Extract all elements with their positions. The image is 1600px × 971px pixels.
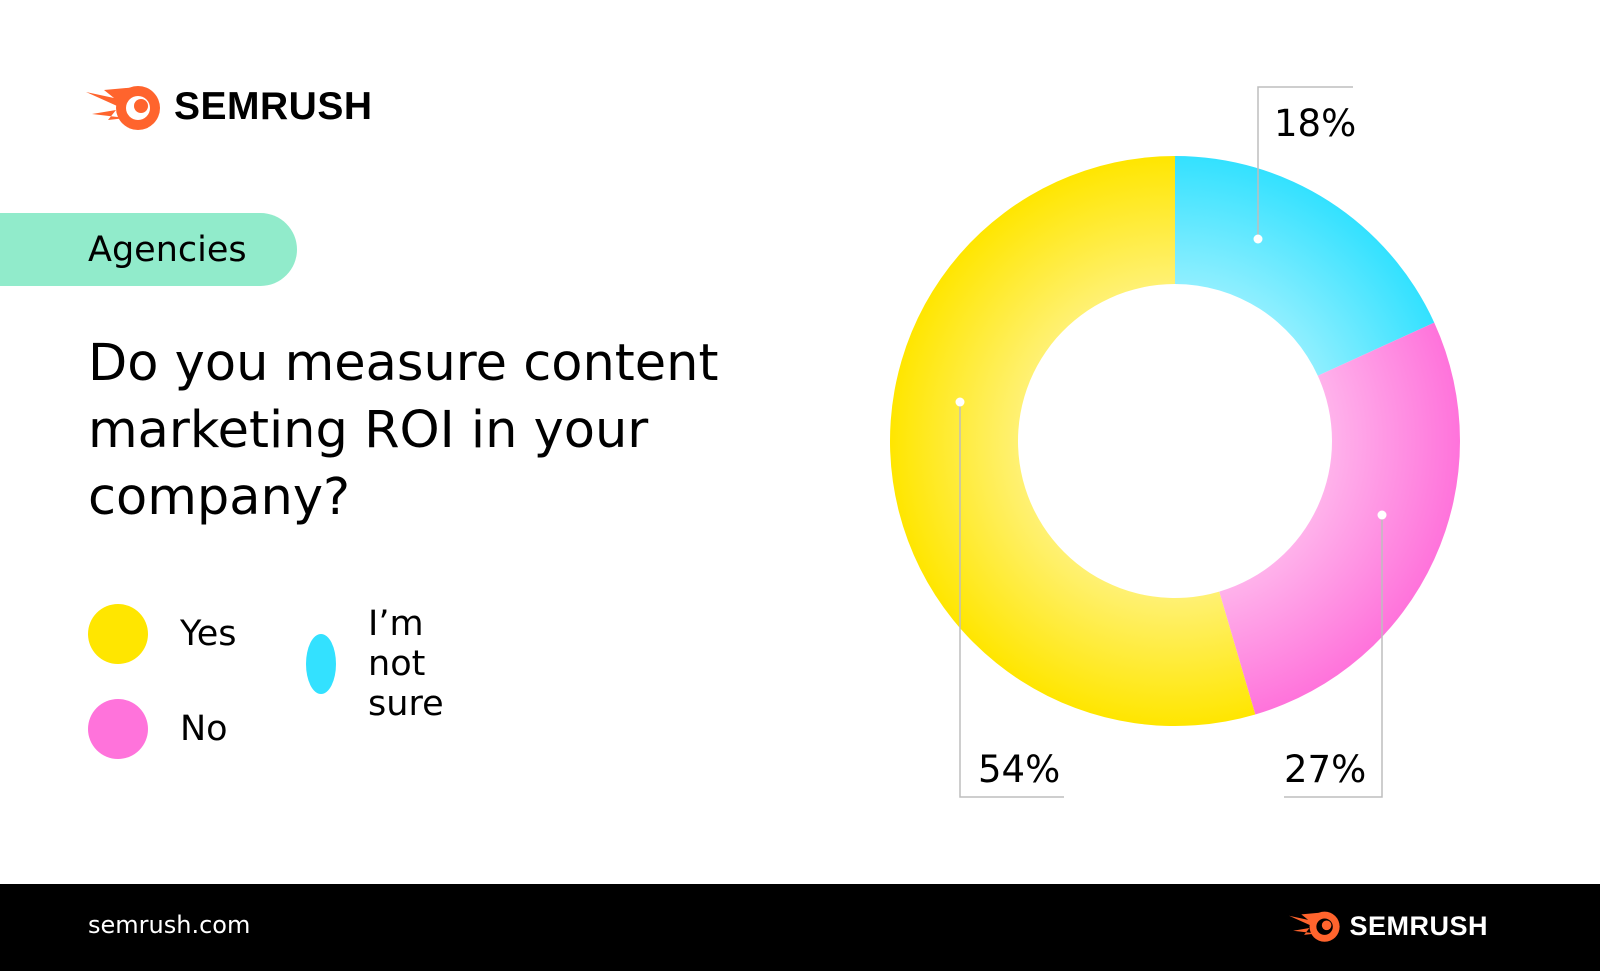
semrush-wordmark: SEMRUSH: [174, 85, 373, 128]
callout-dot-2: [955, 397, 965, 407]
legend-item-yes: Yes: [88, 604, 237, 664]
semrush-logo: SEMRUSH: [86, 84, 373, 130]
legend-label-yes: Yes: [180, 614, 237, 654]
legend-label-no: No: [180, 709, 228, 749]
legend-swatch-no: [88, 699, 148, 759]
data-label-1: 27%: [1284, 748, 1366, 791]
category-tag: Agencies: [0, 213, 297, 286]
legend-item-not-sure: I’m not sure: [306, 604, 474, 724]
legend-item-no: No: [88, 699, 228, 759]
callout-line-1: [1284, 515, 1383, 798]
donut-chart: 18% 27% 54%: [890, 86, 1460, 798]
donut-slice-i-m-not-sure: [1175, 156, 1435, 376]
category-tag-label: Agencies: [88, 229, 247, 270]
callout-dot-1: [1377, 510, 1387, 520]
footer-semrush-comet-icon: [1289, 911, 1341, 942]
footer-semrush-wordmark: SEMRUSH: [1349, 910, 1488, 941]
footer-semrush-logo: SEMRUSH: [1289, 910, 1488, 942]
data-label-2: 54%: [978, 748, 1060, 791]
legend-swatch-not-sure: [306, 634, 337, 694]
callout-dot-0: [1253, 234, 1263, 244]
footer-url: semrush.com: [88, 911, 251, 939]
legend-label-not-sure: I’m not sure: [368, 604, 444, 724]
data-label-0: 18%: [1274, 102, 1356, 145]
callout-line-0: [1257, 86, 1353, 239]
semrush-comet-icon: [86, 86, 160, 130]
donut-slice-yes: [890, 156, 1256, 726]
donut-slice-no: [1219, 322, 1460, 715]
footer-bar: semrush.com SEMRUSH: [0, 884, 1600, 971]
legend-swatch-yes: [88, 604, 148, 664]
callout-line-2: [959, 402, 1064, 798]
survey-question: Do you measure content marketing ROI in …: [88, 334, 719, 527]
